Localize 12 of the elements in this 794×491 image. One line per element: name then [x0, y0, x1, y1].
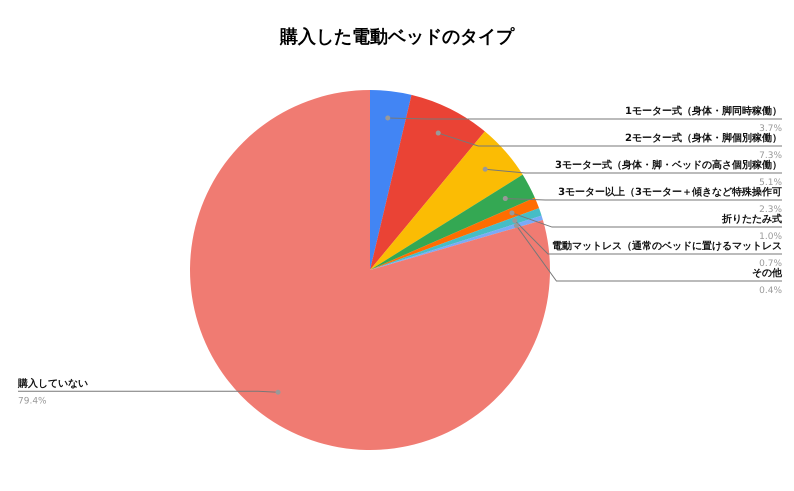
slice-label: 3モーター以上（3モーター＋傾きなど特殊操作可 — [558, 186, 782, 198]
slice-label: 電動マットレス（通常のベッドに置けるマットレス — [552, 240, 782, 252]
data-label: 79.4% — [18, 396, 48, 406]
data-label: 0.4% — [759, 286, 782, 296]
chart-title: 購入した電動ベッドのタイプ — [279, 26, 515, 48]
slice-label: 折りたたみ式 — [721, 213, 782, 226]
slice-label: その他 — [752, 267, 783, 280]
slice-label: 1モーター式（身体・脚同時稼働） — [625, 105, 782, 118]
slice-label: 2モーター式（身体・脚個別稼働） — [625, 132, 782, 144]
slice-label: 購入していない — [17, 377, 88, 390]
data-label: 1.0% — [759, 232, 782, 242]
slice-label: 3モーター式（身体・脚・ベッドの高さ個別稼働） — [555, 159, 782, 172]
